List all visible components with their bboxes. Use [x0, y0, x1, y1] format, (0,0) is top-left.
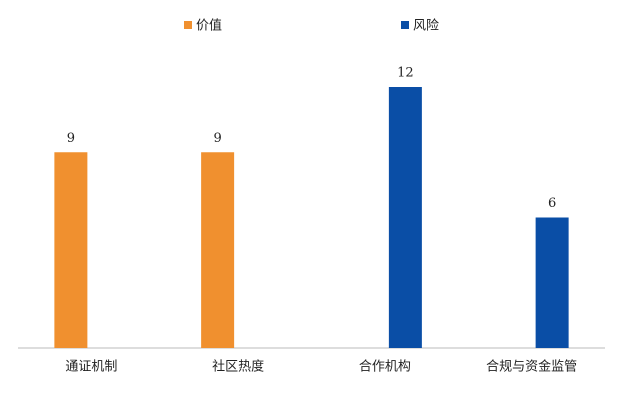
legend-label: 价值 — [196, 18, 222, 34]
x-tick-label: 社区热度 — [212, 359, 264, 375]
legend-label: 风险 — [413, 19, 439, 34]
data-label: 9 — [213, 131, 221, 146]
legend-swatch — [184, 21, 192, 29]
bar — [54, 152, 88, 348]
bar — [201, 152, 235, 348]
x-tick-label: 合规与资金监管 — [486, 359, 577, 375]
x-tick-label: 通证机制 — [65, 360, 117, 375]
x-tick-label: 合作机构 — [359, 360, 411, 375]
data-label: 9 — [67, 131, 75, 146]
data-label: 6 — [548, 196, 556, 211]
bar — [535, 217, 569, 348]
bar — [388, 87, 422, 348]
legend-swatch — [401, 21, 409, 29]
data-label: 12 — [397, 66, 414, 81]
